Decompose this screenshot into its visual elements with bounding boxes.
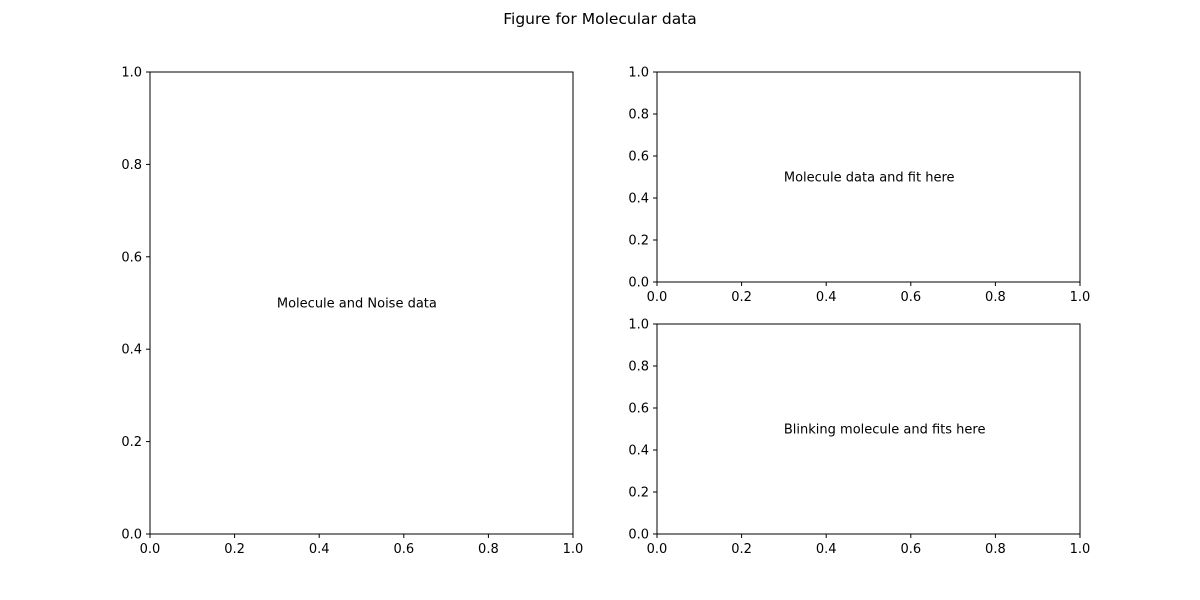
x-tick-label: 0.6 [900,542,921,557]
y-tick-label: 1.0 [628,318,649,333]
y-tick-label: 0.6 [628,150,649,165]
axes-frame [656,71,1081,283]
y-tick-label: 0.2 [628,234,649,249]
x-tick-label: 0.2 [731,290,752,305]
x-tick-label: 1.0 [563,542,584,557]
x-tick-label: 0.4 [816,542,837,557]
y-tick-label: 0.8 [628,108,649,123]
y-tick-label: 1.0 [628,66,649,81]
x-tick-label: 0.8 [478,542,499,557]
x-tick-label: 0.4 [309,542,330,557]
y-tick-label: 1.0 [121,66,142,81]
x-tick-label: 0.6 [900,290,921,305]
y-tick-label: 0.4 [121,343,142,358]
y-tick-label: 0.4 [628,444,649,459]
axes-frame [149,71,574,535]
x-tick-label: 0.0 [140,542,161,557]
y-tick-label: 0.2 [121,435,142,450]
x-tick-label: 1.0 [1070,290,1091,305]
y-tick-label: 0.6 [628,402,649,417]
y-tick-label: 0.0 [628,528,649,543]
y-tick-label: 0.2 [628,486,649,501]
x-tick-label: 0.4 [816,290,837,305]
axes-frame [656,323,1081,535]
x-tick-label: 0.0 [647,542,668,557]
x-tick-label: 0.8 [985,290,1006,305]
axes-annotation: Molecule data and fit here [784,171,955,186]
axes-molecule-and-noise: 0.0 0.2 0.4 0.6 0.8 1.0 0.0 0.2 0.4 0.6 0.8 1.0 Mole… [121,66,583,558]
axes-annotation: Molecule and Noise data [277,297,437,312]
y-tick-label: 0.8 [121,158,142,173]
y-tick-label: 0.6 [121,250,142,265]
x-tick-label: 0.2 [731,542,752,557]
x-tick-label: 0.2 [224,542,245,557]
x-tick-label: 0.0 [647,290,668,305]
y-tick-label: 0.0 [628,276,649,291]
x-tick-label: 0.6 [393,542,414,557]
axes-blinking-molecule-and-fits: 0.0 0.2 0.4 0.6 0.8 1.0 0.0 0.2 0.4 0.6 0.8 1.0 Blin… [628,318,1090,558]
x-tick-label: 0.8 [985,542,1006,557]
y-tick-label: 0.0 [121,528,142,543]
y-tick-label: 0.8 [628,360,649,375]
x-tick-label: 1.0 [1070,542,1091,557]
figure-suptitle: Figure for Molecular data [503,10,697,28]
y-tick-label: 0.4 [628,192,649,207]
axes-annotation: Blinking molecule and fits here [784,423,986,438]
axes-molecule-data-and-fit: 0.0 0.2 0.4 0.6 0.8 1.0 0.0 0.2 0.4 0.6 0.8 1.0 Mole… [628,66,1090,306]
